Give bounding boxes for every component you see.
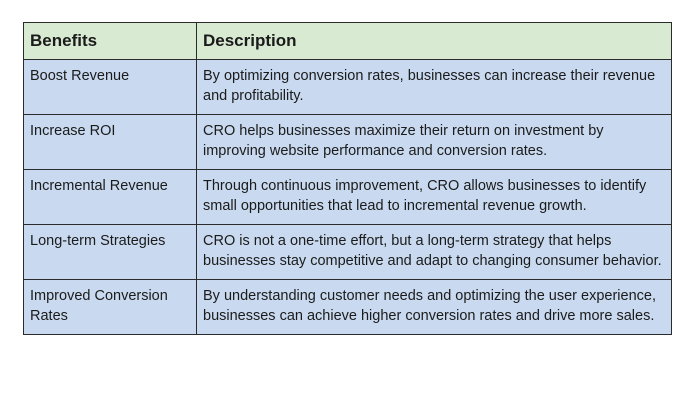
benefits-table-container: Benefits Description Boost Revenue By op…: [23, 22, 672, 335]
benefit-cell: Long-term Strategies: [23, 224, 197, 280]
benefit-cell: Increase ROI: [23, 114, 197, 170]
table-row: Long-term Strategies CRO is not a one-ti…: [23, 224, 672, 280]
benefits-table: Benefits Description Boost Revenue By op…: [23, 22, 672, 335]
description-cell: CRO helps businesses maximize their retu…: [196, 114, 672, 170]
description-cell: CRO is not a one-time effort, but a long…: [196, 224, 672, 280]
header-description: Description: [196, 22, 672, 60]
description-cell: By optimizing conversion rates, business…: [196, 59, 672, 115]
description-cell: Through continuous improvement, CRO allo…: [196, 169, 672, 225]
table-row: Incremental Revenue Through continuous i…: [23, 169, 672, 225]
benefit-cell: Incremental Revenue: [23, 169, 197, 225]
table-row: Boost Revenue By optimizing conversion r…: [23, 59, 672, 115]
table-row: Increase ROI CRO helps businesses maximi…: [23, 114, 672, 170]
table-row: Improved Conversion Rates By understandi…: [23, 279, 672, 335]
table-header-row: Benefits Description: [23, 22, 672, 60]
benefit-cell: Improved Conversion Rates: [23, 279, 197, 335]
header-benefits: Benefits: [23, 22, 197, 60]
benefit-cell: Boost Revenue: [23, 59, 197, 115]
description-cell: By understanding customer needs and opti…: [196, 279, 672, 335]
